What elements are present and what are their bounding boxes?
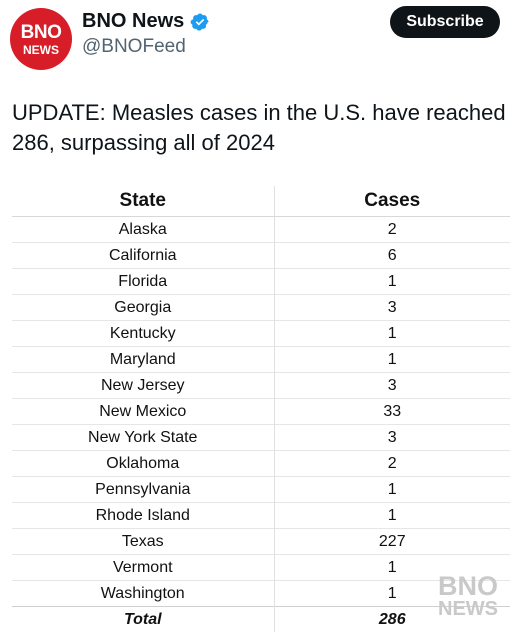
state-cell: Georgia (12, 294, 275, 321)
cases-cell: 1 (274, 580, 510, 607)
name-row: BNO News (82, 10, 210, 33)
verified-badge-icon (190, 12, 209, 31)
table-row: Oklahoma 2 (12, 450, 510, 477)
cases-cell: 1 (274, 268, 510, 295)
state-cell: Kentucky (12, 320, 275, 347)
state-cell: Oklahoma (12, 450, 275, 477)
account-name[interactable]: BNO News (82, 10, 185, 32)
state-cell: Maryland (12, 346, 275, 373)
avatar[interactable]: BNO NEWS (10, 8, 72, 70)
state-cell: Texas (12, 528, 275, 555)
state-cell: New Jersey (12, 372, 275, 399)
state-cell: Pennsylvania (12, 476, 275, 503)
state-cell: New York State (12, 424, 275, 451)
table-row: Texas 227 (12, 528, 510, 555)
state-cell: Alaska (12, 216, 275, 243)
watermark-line1: BNO (438, 571, 498, 601)
cases-cell: 227 (274, 528, 510, 555)
account-handle[interactable]: @BNOFeed (82, 36, 186, 57)
total-label: Total (12, 606, 275, 632)
table-row: Rhode Island 1 (12, 502, 510, 529)
post-header: BNO NEWS BNO News @BNOFeed Subscribe (0, 0, 521, 80)
table-row: Maryland 1 (12, 346, 510, 373)
table-row: New Mexico 33 (12, 398, 510, 425)
table-row: New Jersey 3 (12, 372, 510, 399)
table-row: Kentucky 1 (12, 320, 510, 347)
post-image[interactable]: State Cases Alaska 2 California 6 Florida 1 Ge… (0, 186, 521, 640)
avatar-line1: BNO (20, 21, 62, 43)
header-cases: Cases (274, 186, 510, 217)
cases-cell: 1 (274, 346, 510, 373)
watermark-line2: NEWS (438, 597, 498, 620)
state-cell: Washington (12, 580, 275, 607)
table-row: Pennsylvania 1 (12, 476, 510, 503)
total-value: 286 (274, 606, 510, 632)
table-row: Alaska 2 (12, 216, 510, 243)
cases-cell: 2 (274, 450, 510, 477)
state-cell: New Mexico (12, 398, 275, 425)
state-cell: California (12, 242, 275, 269)
bno-news-watermark: BNO NEWS (438, 571, 498, 620)
cases-cell: 3 (274, 294, 510, 321)
state-cell: Rhode Island (12, 502, 275, 529)
table-row: Washington 1 (12, 580, 510, 607)
total-row: Total 286 (12, 606, 510, 632)
state-cell: Florida (12, 268, 275, 295)
table-row: Florida 1 (12, 268, 510, 295)
cases-cell: 1 (274, 320, 510, 347)
avatar-line2: NEWS (23, 42, 59, 57)
cases-cell: 2 (274, 216, 510, 243)
table-header-row: State Cases (12, 186, 510, 217)
cases-cell: 3 (274, 372, 510, 399)
table-row: California 6 (12, 242, 510, 269)
state-cell: Vermont (12, 554, 275, 581)
cases-cell: 1 (274, 502, 510, 529)
cases-cell: 3 (274, 424, 510, 451)
cases-cell: 6 (274, 242, 510, 269)
table-row: New York State 3 (12, 424, 510, 451)
header-state: State (12, 186, 275, 217)
post-text: UPDATE: Measles cases in the U.S. have r… (12, 100, 506, 155)
cases-cell: 1 (274, 554, 510, 581)
table-row: Georgia 3 (12, 294, 510, 321)
cases-cell: 33 (274, 398, 510, 425)
table-row: Vermont 1 (12, 554, 510, 581)
cases-cell: 1 (274, 476, 510, 503)
subscribe-button[interactable]: Subscribe (390, 6, 500, 38)
cases-table: State Cases Alaska 2 California 6 Florida 1 Ge… (12, 186, 510, 632)
